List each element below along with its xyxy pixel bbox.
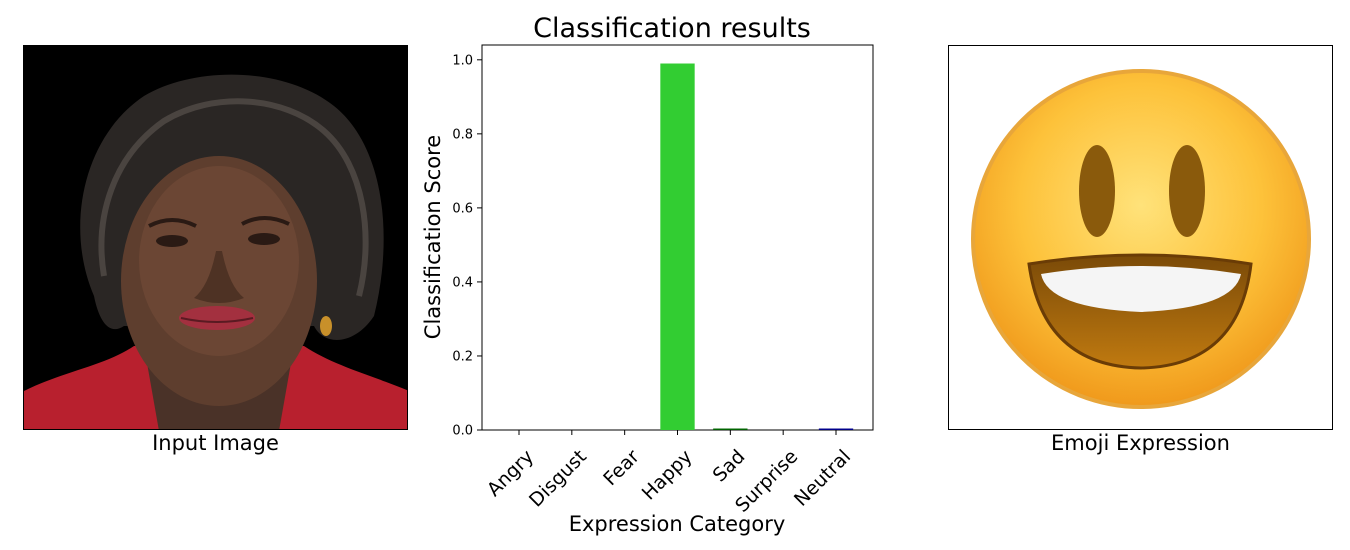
x-tick-label-happy: Happy [638, 446, 697, 505]
x-axis-label: Expression Category [569, 512, 786, 536]
y-axis: 0.0 0.2 0.4 0.6 0.8 1.0 [452, 53, 482, 439]
y-tick-label: 0.0 [452, 424, 473, 439]
y-tick-label: 0.4 [452, 275, 473, 290]
input-image-caption: Input Image [152, 431, 279, 455]
grinning-face-icon [971, 69, 1311, 409]
x-tick-label-neutral: Neutral [790, 446, 855, 511]
bar-sad [713, 428, 748, 430]
portrait-photo [24, 46, 407, 429]
x-tick-label-fear: Fear [599, 445, 644, 490]
x-tick-label-sad: Sad [709, 446, 750, 487]
chart-title: Classification results [533, 13, 811, 44]
y-tick-label: 0.6 [452, 201, 473, 216]
input-image [23, 45, 408, 430]
y-tick-label: 0.2 [452, 349, 473, 364]
y-tick-label: 1.0 [452, 53, 473, 68]
emoji-image [948, 45, 1333, 430]
y-tick-label: 0.8 [452, 127, 473, 142]
bar-happy [660, 63, 695, 431]
x-tick-label-disgust: Disgust [525, 446, 591, 512]
bars-group [660, 63, 854, 431]
y-axis-label: Classification Score [421, 135, 445, 339]
emoji-caption: Emoji Expression [1051, 431, 1230, 455]
bar-neutral [818, 428, 854, 430]
